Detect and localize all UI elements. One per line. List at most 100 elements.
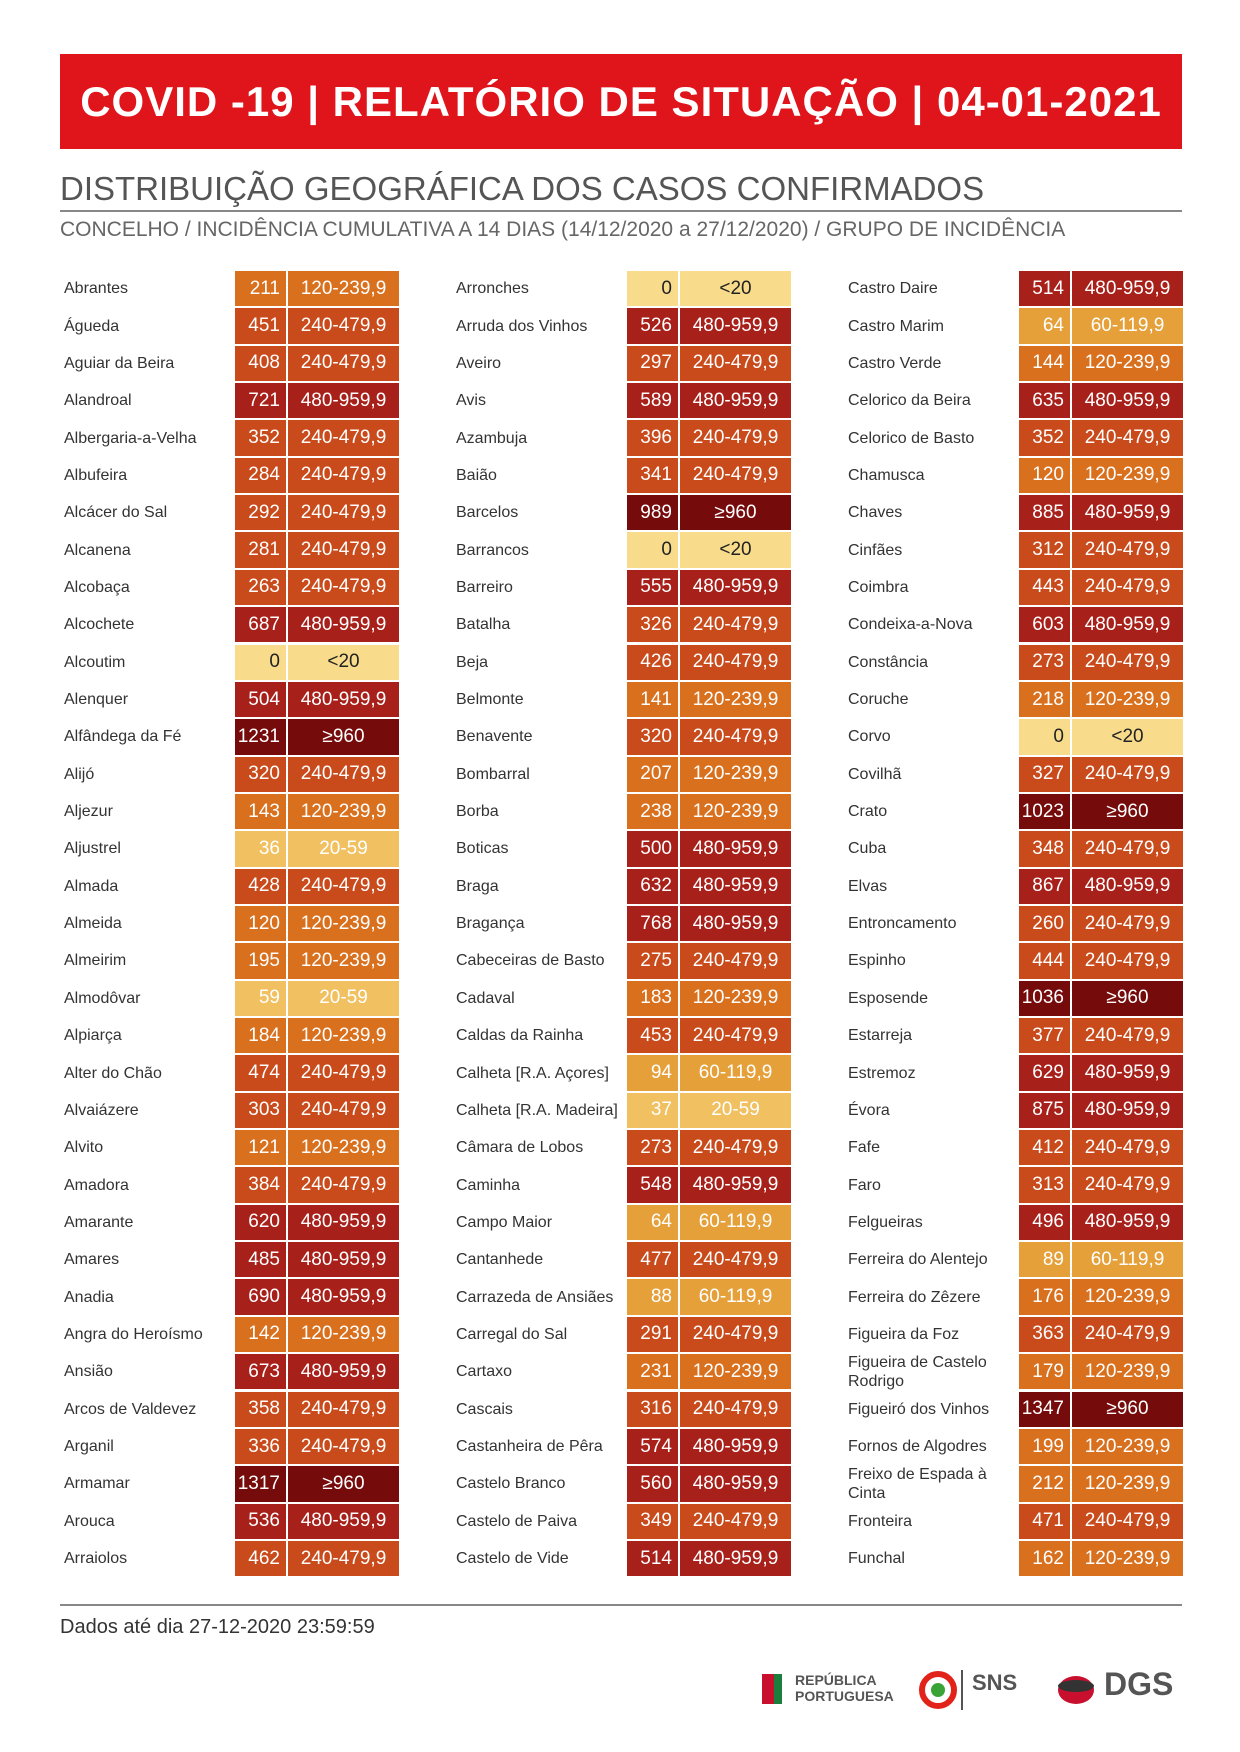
incidence-group: 120-239,9 [1072, 1466, 1183, 1502]
incidence-group: 20-59 [288, 831, 399, 867]
incidence-value: 120 [235, 905, 286, 942]
municipality-name: Albufeira [64, 466, 128, 484]
municipality-name: Estremoz [848, 1064, 916, 1082]
incidence-value: 408 [235, 345, 286, 382]
incidence-value: 179 [1019, 1354, 1070, 1390]
municipality-name: Alcochete [64, 616, 135, 634]
incidence-group: <20 [1072, 719, 1183, 755]
municipality-name: Carregal do Sal [456, 1325, 568, 1343]
incidence-value: 589 [627, 383, 678, 419]
incidence-value: 555 [627, 569, 678, 606]
incidence-group: 240-479,9 [288, 495, 399, 531]
municipality-name: Chaves [848, 504, 903, 522]
incidence-value: 313 [1019, 1167, 1070, 1203]
footer-rule [60, 1604, 1182, 1606]
incidence-value: 320 [627, 719, 678, 755]
incidence-group: 120-239,9 [680, 681, 791, 718]
incidence-value: 263 [235, 569, 286, 606]
logo-sns: SNS [972, 1670, 1018, 1695]
municipality-name: Baião [456, 466, 497, 484]
incidence-group: 480-959,9 [680, 905, 791, 942]
municipality-name: Covilhã [848, 765, 902, 783]
incidence-value: 363 [1019, 1316, 1070, 1353]
incidence-value: 377 [1019, 1018, 1070, 1054]
incidence-group: 240-479,9 [288, 569, 399, 606]
incidence-value: 89 [1019, 1242, 1070, 1278]
incidence-value: 768 [627, 905, 678, 942]
incidence-value: 885 [1019, 495, 1070, 531]
incidence-group: 120-239,9 [288, 271, 399, 307]
incidence-group: <20 [288, 644, 399, 680]
municipality-name: Fornos de Algodres [848, 1438, 987, 1456]
incidence-group: 240-479,9 [288, 457, 399, 494]
incidence-group: ≥960 [288, 1466, 399, 1502]
incidence-value: 989 [627, 495, 678, 531]
incidence-group: ≥960 [1072, 980, 1183, 1016]
incidence-group: 20-59 [680, 1092, 791, 1129]
incidence-value: 284 [235, 457, 286, 494]
municipality-name: Cinfães [848, 541, 903, 559]
incidence-group: 480-959,9 [288, 607, 399, 643]
incidence-value: 690 [235, 1279, 286, 1315]
incidence-value: 291 [627, 1316, 678, 1353]
incidence-group: 240-479,9 [680, 1503, 791, 1539]
incidence-value: 275 [627, 943, 678, 979]
incidence-group: <20 [680, 532, 791, 568]
municipality-name: Amares [64, 1251, 120, 1269]
municipality-name: Borba [456, 803, 499, 821]
municipality-name: Barreiro [456, 578, 513, 596]
municipality-name: Faro [848, 1176, 881, 1194]
municipality-name: Braga [456, 877, 499, 895]
incidence-group: 240-479,9 [288, 868, 399, 904]
incidence-group: 240-479,9 [680, 1391, 791, 1427]
municipality-name: Albergaria-a-Velha [64, 429, 197, 447]
incidence-group: 240-479,9 [288, 1540, 399, 1577]
municipality-name: Alfândega da Fé [64, 728, 182, 746]
municipality-name: Bragança [456, 915, 525, 933]
municipality-name: Caldas da Rainha [456, 1027, 584, 1045]
municipality-name: Constância [848, 653, 929, 671]
municipality-name: Castelo de Paiva [456, 1512, 577, 1530]
municipality-name: Armamar [64, 1475, 130, 1493]
incidence-value: 1023 [1019, 793, 1070, 830]
municipality-name: Ferreira do Alentejo [848, 1251, 988, 1269]
incidence-group: 120-239,9 [288, 1018, 399, 1054]
municipality-name: Cantanhede [456, 1251, 544, 1269]
incidence-value: 273 [1019, 644, 1070, 680]
incidence-group: 240-479,9 [1072, 420, 1183, 456]
incidence-group: <20 [680, 271, 791, 307]
municipality-name: Aljezur [64, 803, 113, 821]
municipality-name: Arronches [456, 280, 529, 298]
incidence-group: 240-479,9 [288, 1167, 399, 1203]
section-subtitle: CONCELHO / INCIDÊNCIA CUMULATIVA A 14 DI… [60, 218, 1066, 241]
municipality-name: Calheta [R.A. Madeira] [456, 1101, 618, 1119]
incidence-group: 120-239,9 [1072, 681, 1183, 718]
incidence-value: 462 [235, 1540, 286, 1577]
municipality-name: Castanheira de Pêra [456, 1438, 603, 1456]
incidence-value: 37 [627, 1092, 678, 1129]
municipality-name: Chamusca [848, 466, 925, 484]
municipality-name: Ferreira do Zêzere [848, 1288, 981, 1306]
incidence-group: 480-959,9 [680, 1167, 791, 1203]
incidence-value: 1231 [235, 719, 286, 755]
incidence-value: 238 [627, 793, 678, 830]
incidence-value: 94 [627, 1055, 678, 1091]
incidence-group: 120-239,9 [288, 793, 399, 830]
municipality-name: Fronteira [848, 1512, 913, 1530]
municipality-name: Celorico da Beira [848, 392, 971, 410]
incidence-value: 560 [627, 1466, 678, 1502]
incidence-value: 0 [1019, 719, 1070, 755]
incidence-value: 477 [627, 1242, 678, 1278]
incidence-value: 120 [1019, 457, 1070, 494]
incidence-value: 496 [1019, 1204, 1070, 1241]
incidence-group: 480-959,9 [1072, 607, 1183, 643]
incidence-value: 199 [1019, 1428, 1070, 1465]
incidence-group: 240-479,9 [1072, 831, 1183, 867]
incidence-group: 480-959,9 [288, 1503, 399, 1539]
municipality-name: Corvo [848, 728, 891, 746]
municipality-name: Aguiar da Beira [64, 354, 175, 372]
incidence-group: 240-479,9 [1072, 532, 1183, 568]
incidence-value: 320 [235, 756, 286, 792]
municipality-name: Ansião [64, 1363, 113, 1381]
